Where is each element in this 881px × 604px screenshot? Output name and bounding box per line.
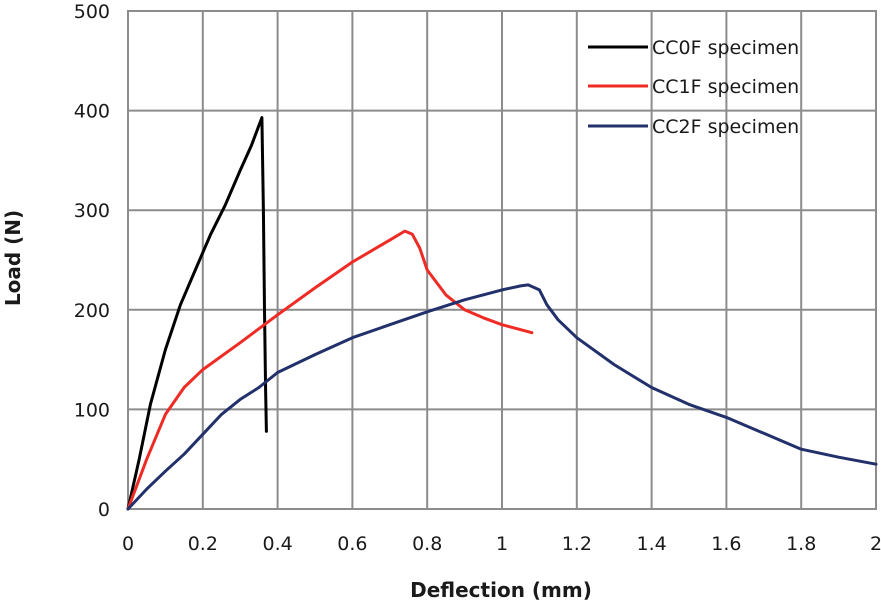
y-tick-label: 300 <box>74 200 110 222</box>
y-tick-label: 200 <box>74 300 110 322</box>
x-tick-label: 0 <box>122 533 134 555</box>
series-line-cc1f <box>126 229 534 511</box>
x-tick-label: 1.6 <box>711 533 741 555</box>
y-axis-title: Load (N) <box>1 210 25 306</box>
y-tick-label: 500 <box>74 1 110 23</box>
x-tick-label: 1.4 <box>636 533 666 555</box>
x-tick-label: 0.8 <box>412 533 442 555</box>
plot-frame <box>127 10 877 510</box>
series-line-cc0f <box>126 116 268 511</box>
y-tick-label: 0 <box>98 499 110 521</box>
x-tick-label: 0.6 <box>337 533 367 555</box>
tick-labels: 0 0.2 0.4 0.6 0.8 1 1.2 1.4 1.6 1.8 2 0 100 200 300 400… <box>74 1 881 555</box>
series-line-cc2f <box>126 283 878 511</box>
legend-label-cc2f: CC2F specimen <box>652 116 799 138</box>
legend-label-cc0f: CC0F specimen <box>652 37 799 59</box>
x-axis-title: Deflection (mm) <box>410 578 592 602</box>
x-tick-label: 0.2 <box>188 533 218 555</box>
legend-label-cc1f: CC1F specimen <box>652 76 799 98</box>
x-tick-label: 1.2 <box>562 533 592 555</box>
x-tick-label: 2 <box>870 533 881 555</box>
grid-lines <box>127 10 877 510</box>
y-tick-label: 400 <box>74 101 110 123</box>
legend: CC0F specimen CC1F specimen CC2F specime… <box>588 37 799 138</box>
series-lines <box>126 116 878 511</box>
x-tick-label: 0.4 <box>262 533 292 555</box>
y-tick-label: 100 <box>74 399 110 421</box>
x-tick-label: 1.8 <box>786 533 816 555</box>
x-tick-label: 1 <box>496 533 508 555</box>
